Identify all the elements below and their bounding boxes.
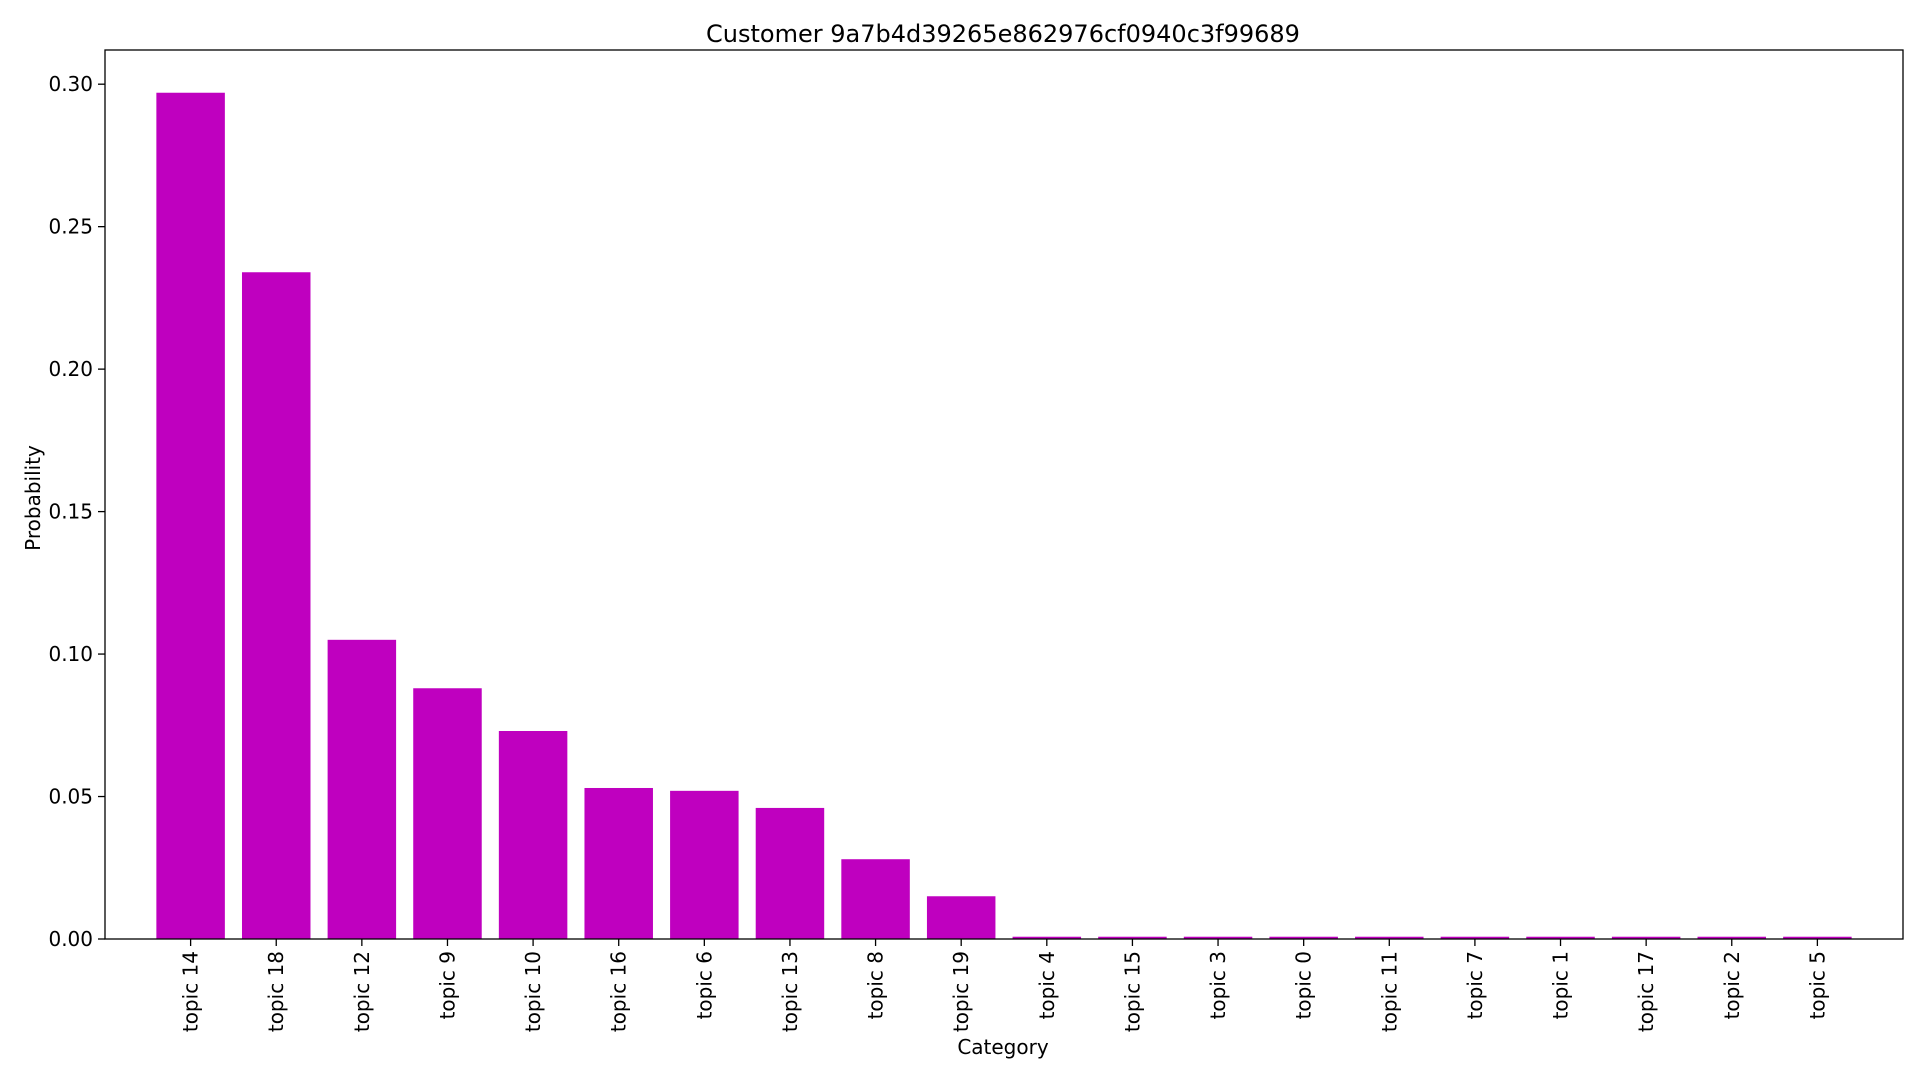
y-tick-label: 0.05 xyxy=(48,785,93,809)
x-tick-label-topic-13: topic 13 xyxy=(778,951,802,1032)
bar-topic-11 xyxy=(1355,936,1424,939)
x-tick-label-topic-8: topic 8 xyxy=(864,951,888,1019)
y-tick-label: 0.00 xyxy=(48,927,93,951)
x-tick-label-topic-14: topic 14 xyxy=(179,951,203,1032)
x-tick-label-topic-18: topic 18 xyxy=(264,951,288,1032)
bar-topic-8 xyxy=(841,859,910,939)
x-tick-label-topic-17: topic 17 xyxy=(1634,951,1658,1032)
bar-topic-18 xyxy=(241,272,311,939)
x-axis-label: Category xyxy=(957,1035,1049,1059)
bars-group xyxy=(156,92,1852,940)
bar-topic-17 xyxy=(1611,936,1681,939)
x-tick-label-topic-7: topic 7 xyxy=(1463,951,1487,1019)
x-tick-label-topic-6: topic 6 xyxy=(692,951,716,1019)
x-tick-label-topic-19: topic 19 xyxy=(949,951,973,1032)
x-tick-label-topic-9: topic 9 xyxy=(435,951,459,1019)
y-tick-label: 0.15 xyxy=(48,500,93,524)
x-tick-label-topic-12: topic 12 xyxy=(350,951,374,1032)
y-tick-label: 0.30 xyxy=(48,72,93,96)
plot-frame xyxy=(104,49,1904,940)
bar-topic-16 xyxy=(584,787,653,939)
x-tick-label-topic-5: topic 5 xyxy=(1805,951,1829,1019)
x-tick-label-topic-2: topic 2 xyxy=(1720,951,1744,1019)
bar-topic-3 xyxy=(1183,936,1253,939)
bar-topic-1 xyxy=(1526,936,1595,939)
y-tick-label: 0.20 xyxy=(48,357,93,381)
chart-title: Customer 9a7b4d39265e862976cf0940c3f9968… xyxy=(706,20,1300,48)
y-axis-label: Probability xyxy=(21,445,45,551)
x-ticks-group: topic 14 topic 18 topic 12 topic 9 topic 10 t… xyxy=(179,939,1829,1032)
x-tick-label-topic-1: topic 1 xyxy=(1549,951,1573,1019)
bar-topic-9 xyxy=(413,688,482,939)
bar-topic-5 xyxy=(1783,936,1852,939)
bar-topic-10 xyxy=(498,730,568,939)
x-tick-label-topic-4: topic 4 xyxy=(1035,951,1059,1019)
bar-topic-2 xyxy=(1697,936,1767,939)
x-tick-label-topic-15: topic 15 xyxy=(1120,951,1144,1032)
y-tick-label: 0.25 xyxy=(48,215,93,239)
bar-topic-12 xyxy=(327,639,397,939)
x-tick-label-topic-10: topic 10 xyxy=(521,951,545,1032)
x-tick-label-topic-11: topic 11 xyxy=(1377,951,1401,1032)
x-tick-label-topic-3: topic 3 xyxy=(1206,951,1230,1019)
x-tick-label-topic-16: topic 16 xyxy=(607,951,631,1032)
bar-topic-6 xyxy=(670,790,739,939)
bar-topic-14 xyxy=(156,92,225,940)
bar-topic-7 xyxy=(1440,936,1510,939)
y-tick-label: 0.10 xyxy=(48,642,93,666)
bar-topic-13 xyxy=(755,807,825,939)
bar-topic-4 xyxy=(1012,936,1082,939)
bar-topic-19 xyxy=(926,896,996,939)
x-tick-label-topic-0: topic 0 xyxy=(1292,951,1316,1019)
y-ticks-group: 0.00 0.05 0.10 0.15 0.20 0.25 0.30 xyxy=(48,72,105,951)
bar-topic-15 xyxy=(1098,936,1167,939)
bar-topic-0 xyxy=(1269,936,1338,939)
